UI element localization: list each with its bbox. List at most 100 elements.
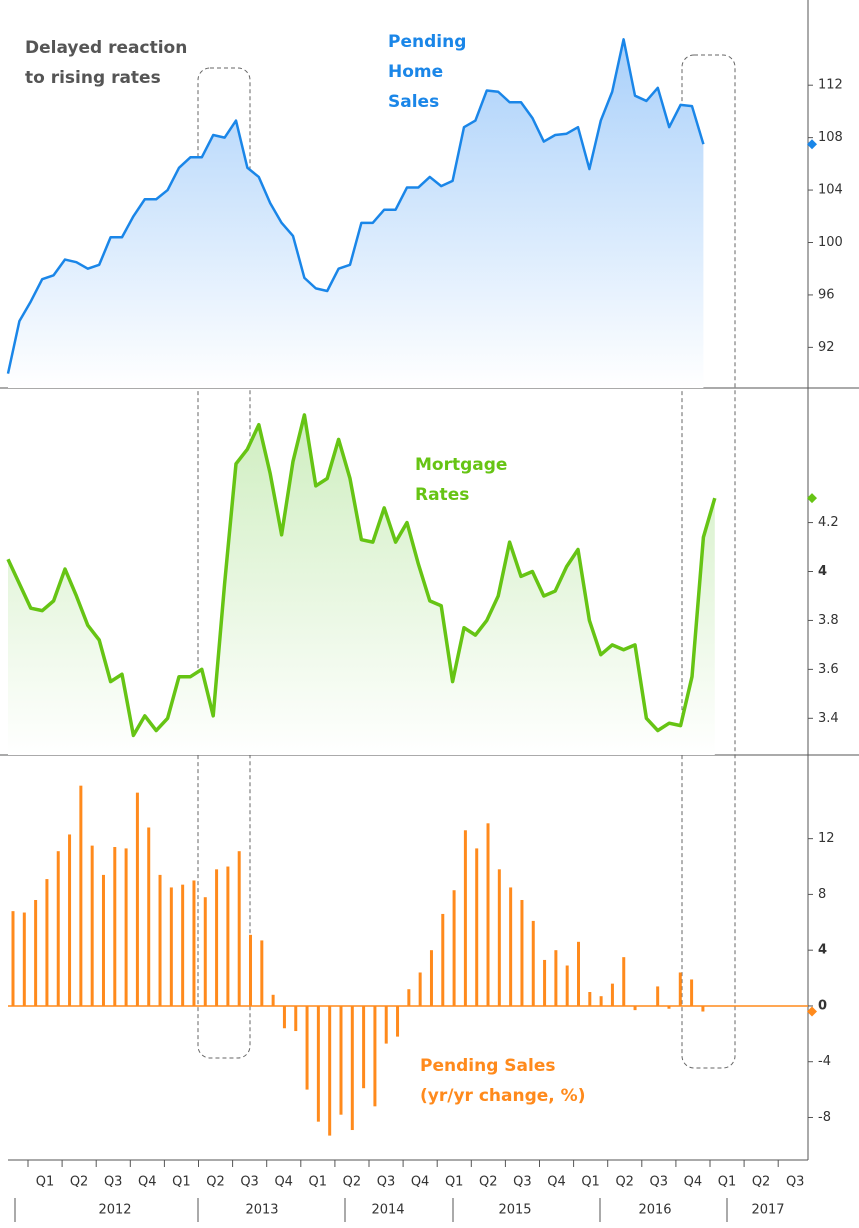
bar (113, 847, 117, 1006)
quarter-label: Q1 (581, 1175, 600, 1190)
bar (475, 848, 479, 1006)
quarter-label: Q3 (104, 1175, 123, 1190)
bar (531, 920, 535, 1006)
bar (226, 866, 230, 1006)
bar (701, 1005, 705, 1012)
bar (373, 1005, 377, 1107)
year-label: 2017 (751, 1203, 784, 1218)
y-tick-label: -4 (818, 1054, 831, 1069)
bar (203, 897, 207, 1006)
bar (158, 874, 162, 1006)
bar (599, 996, 603, 1006)
quarter-label: Q4 (684, 1175, 703, 1190)
y-tick-label: 4 (818, 943, 827, 958)
annotation: Pending (388, 32, 466, 52)
bar (45, 879, 49, 1006)
y-tick-label: 4.2 (818, 515, 839, 530)
y-tick-label: 12 (818, 831, 835, 846)
y-tick-label: 3.8 (818, 613, 839, 628)
bar (135, 792, 139, 1006)
bar (294, 1005, 298, 1032)
bar (260, 940, 264, 1006)
quarter-label: Q2 (70, 1175, 89, 1190)
quarter-label: Q1 (172, 1175, 191, 1190)
quarter-label: Q1 (309, 1175, 328, 1190)
bar (249, 934, 253, 1006)
bar (90, 845, 94, 1006)
y-tick-label: 4 (818, 564, 827, 579)
callout: Delayed reaction (25, 38, 187, 58)
quarter-label: Q4 (274, 1175, 293, 1190)
bar (565, 965, 569, 1006)
bar (316, 1005, 320, 1122)
bar (147, 827, 151, 1006)
quarter-label: Q1 (36, 1175, 55, 1190)
bar (68, 834, 72, 1006)
bar (407, 989, 411, 1006)
bar (690, 979, 694, 1006)
y-tick-label: 3.4 (818, 711, 839, 726)
bar (11, 911, 15, 1006)
bar (350, 1005, 354, 1131)
bar (667, 1005, 671, 1009)
quarter-label: Q4 (138, 1175, 157, 1190)
bar (101, 874, 105, 1006)
bar (497, 869, 501, 1006)
quarter-label: Q4 (547, 1175, 566, 1190)
bar (339, 1005, 343, 1115)
y-tick-label: 104 (818, 183, 843, 198)
quarter-label: Q3 (513, 1175, 532, 1190)
quarter-label: Q1 (445, 1175, 464, 1190)
bar (452, 890, 456, 1006)
year-label: 2014 (371, 1203, 404, 1218)
bar (169, 887, 173, 1006)
annotation: Sales (388, 92, 439, 112)
bar (577, 941, 580, 1006)
bar (34, 899, 38, 1006)
bar (305, 1005, 309, 1090)
quarter-label: Q3 (650, 1175, 669, 1190)
bar (237, 851, 241, 1006)
bar (79, 785, 83, 1006)
bar (441, 913, 445, 1006)
y-tick-label: 0 (818, 998, 827, 1013)
bar (282, 1005, 286, 1029)
series-line (6, 38, 705, 374)
y-tick-label: 3.6 (818, 662, 839, 677)
y-tick-label: 92 (818, 340, 835, 355)
quarter-label: Q2 (206, 1175, 225, 1190)
area-fill (8, 414, 715, 755)
bar (215, 869, 219, 1006)
bar (429, 950, 433, 1006)
bar (678, 972, 682, 1006)
frame (0, 0, 859, 1161)
annotation: Mortgage (415, 455, 507, 475)
bar (622, 957, 626, 1006)
year-label: 2012 (98, 1203, 131, 1218)
bar (656, 986, 660, 1006)
bar (554, 950, 558, 1006)
year-label: 2013 (245, 1203, 278, 1218)
bar (384, 1005, 388, 1044)
quarter-label: Q2 (343, 1175, 362, 1190)
bar (543, 959, 547, 1006)
bar (181, 884, 185, 1006)
bar (418, 972, 422, 1006)
bar (610, 983, 614, 1006)
bar (271, 994, 275, 1006)
y-tick-label: 108 (818, 130, 843, 145)
last-value-marker (807, 1006, 817, 1017)
quarter-label: Q2 (752, 1175, 771, 1190)
quarter-label: Q1 (718, 1175, 737, 1190)
y-tick-label: 112 (818, 78, 843, 93)
y-tick-label: 96 (818, 287, 835, 302)
bar (396, 1005, 400, 1037)
y-tick-label: -8 (818, 1110, 831, 1125)
bar (362, 1005, 366, 1089)
callout: to rising rates (25, 68, 161, 88)
highlight-box (681, 54, 736, 1069)
last-value-marker (807, 493, 817, 504)
bar (633, 1005, 637, 1011)
bar (520, 899, 524, 1006)
annotation: Pending Sales (420, 1056, 555, 1076)
